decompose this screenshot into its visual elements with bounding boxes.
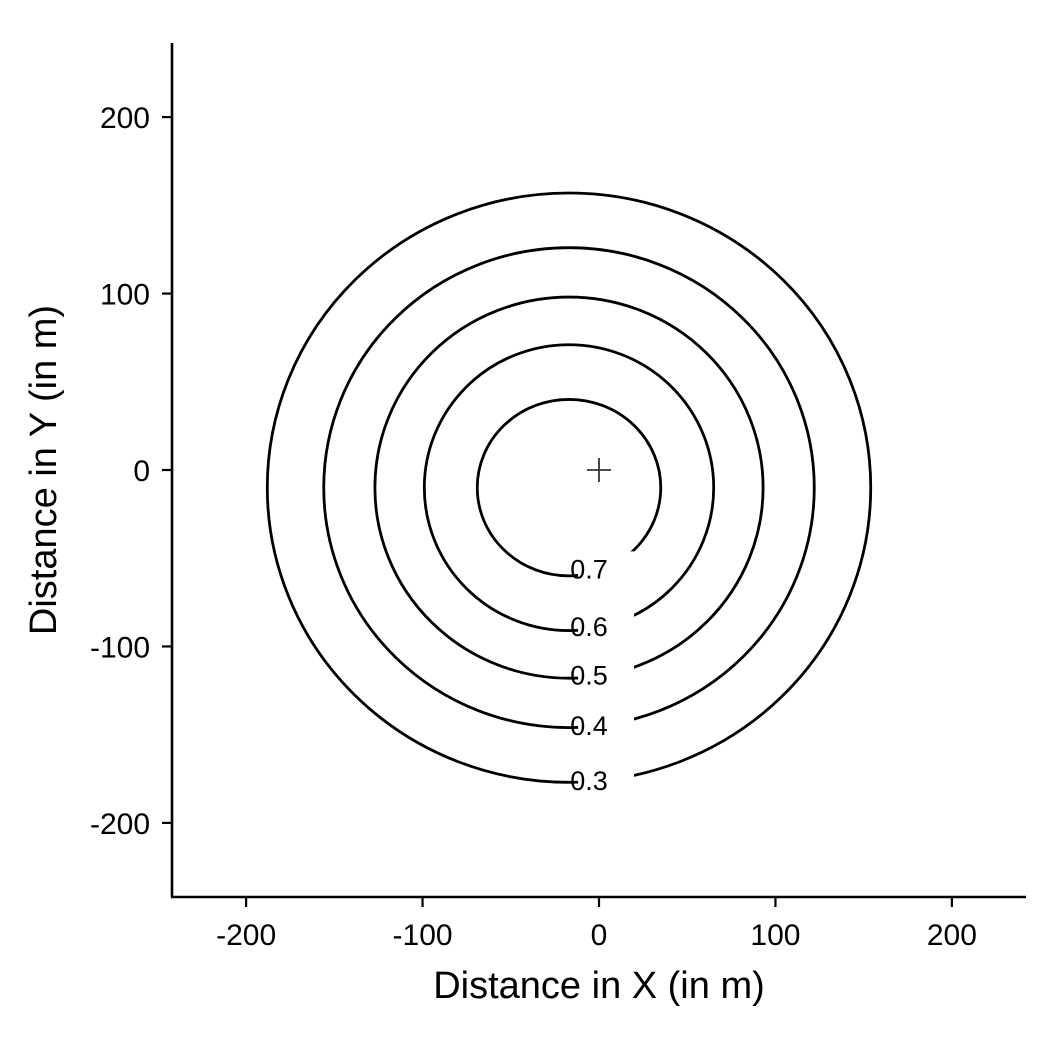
y-tick-label: -100	[90, 631, 150, 664]
contour-label: 0.4	[570, 711, 608, 741]
x-tick-label: -100	[393, 919, 453, 952]
contour-label-background	[578, 551, 635, 586]
contour-layer: 0.3 0.4 0.5 0.6 0.7	[265, 191, 873, 798]
contour-label: 0.3	[570, 766, 608, 796]
contour-label-background	[578, 707, 635, 742]
x-tick-label: 0	[591, 919, 608, 952]
y-tick-label: -200	[90, 808, 150, 841]
x-tick-label: 200	[927, 919, 977, 952]
contour-label-background	[578, 763, 635, 798]
contour-line-0-4	[322, 246, 816, 730]
contour-line-0-6	[422, 343, 716, 632]
ticks: -200 -100 0 100 200 -200 -100 0 100 200	[90, 102, 977, 952]
contour-line-0-3	[265, 191, 873, 784]
x-axis-title: Distance in X (in m)	[433, 965, 765, 1007]
x-tick-label: 100	[750, 919, 800, 952]
contour-label: 0.7	[570, 554, 608, 584]
contour-label-background	[578, 657, 635, 692]
contour-label-background	[578, 608, 635, 643]
contour-line-0-5	[373, 295, 765, 680]
center-marker	[587, 458, 611, 482]
y-tick-label: 100	[100, 279, 150, 312]
contour-label: 0.6	[570, 612, 608, 642]
x-tick-label: -200	[216, 919, 276, 952]
y-axis-title: Distance in Y (in m)	[23, 305, 65, 635]
y-tick-label: 0	[133, 455, 150, 488]
y-tick-label: 200	[100, 102, 150, 135]
contour-label: 0.5	[570, 661, 608, 691]
contour-line-0-7	[475, 398, 663, 578]
